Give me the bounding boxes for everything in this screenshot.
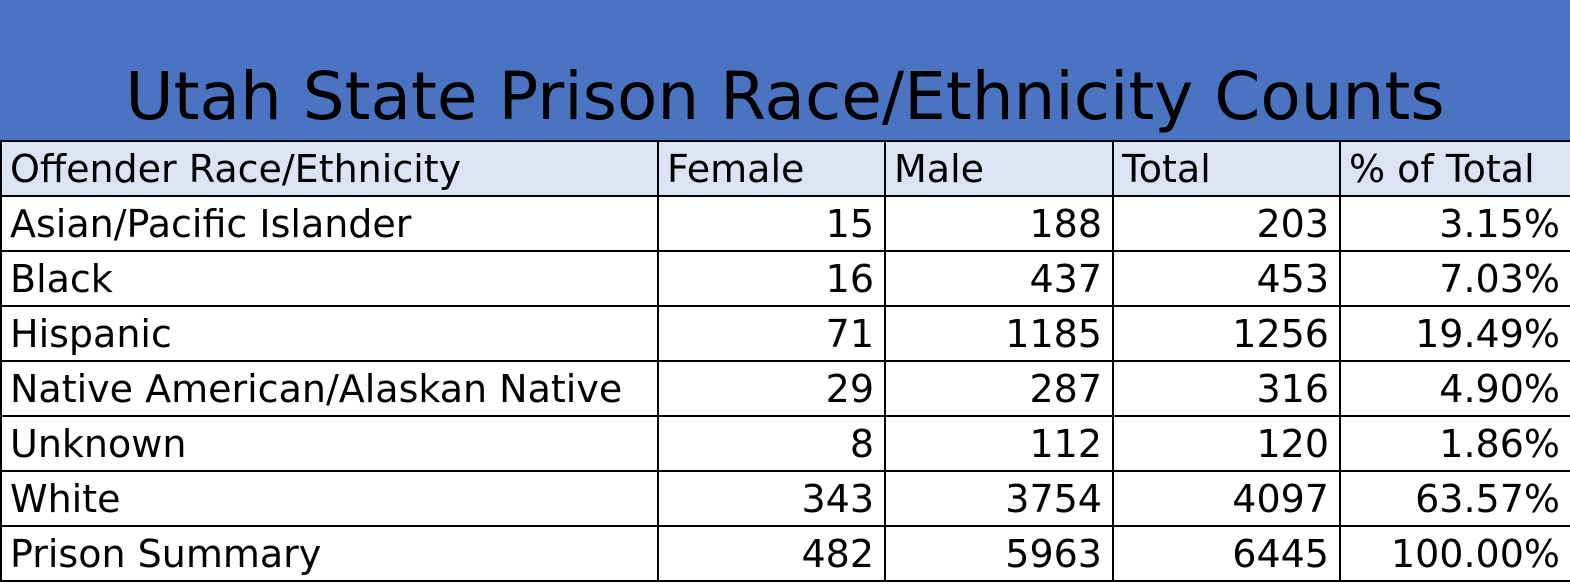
cell-total: 316: [1112, 360, 1341, 417]
cell-male: 437: [884, 250, 1114, 307]
cell-male: 188: [884, 195, 1114, 252]
cell-total: 203: [1112, 195, 1341, 252]
column-header-race: Offender Race/Ethnicity: [0, 140, 659, 197]
column-header-pct: % of Total: [1339, 140, 1570, 197]
summary-row: Prison Summary 482 5963 6445 100.00%: [0, 525, 1570, 582]
cell-female: 15: [657, 195, 886, 252]
cell-pct: 7.03%: [1339, 250, 1570, 307]
table-row: Native American/Alaskan Native 29 287 31…: [0, 360, 1570, 417]
summary-label: Prison Summary: [0, 525, 659, 582]
cell-total: 453: [1112, 250, 1341, 307]
row-label: White: [0, 470, 659, 527]
cell-pct: 1.86%: [1339, 415, 1570, 472]
row-label: Hispanic: [0, 305, 659, 362]
row-label: Native American/Alaskan Native: [0, 360, 659, 417]
cell-male: 287: [884, 360, 1114, 417]
cell-female: 16: [657, 250, 886, 307]
table-row: White 343 3754 4097 63.57%: [0, 470, 1570, 527]
summary-total: 6445: [1112, 525, 1341, 582]
cell-female: 71: [657, 305, 886, 362]
cell-pct: 4.90%: [1339, 360, 1570, 417]
cell-pct: 19.49%: [1339, 305, 1570, 362]
table-row: Black 16 437 453 7.03%: [0, 250, 1570, 307]
column-header-male: Male: [884, 140, 1114, 197]
cell-pct: 63.57%: [1339, 470, 1570, 527]
race-ethnicity-table: Offender Race/Ethnicity Female Male Tota…: [0, 140, 1570, 582]
summary-pct: 100.00%: [1339, 525, 1570, 582]
header-row: Offender Race/Ethnicity Female Male Tota…: [0, 140, 1570, 197]
row-label: Black: [0, 250, 659, 307]
table-row: Unknown 8 112 120 1.86%: [0, 415, 1570, 472]
table-row: Asian/Pacific Islander 15 188 203 3.15%: [0, 195, 1570, 252]
summary-male: 5963: [884, 525, 1114, 582]
cell-total: 120: [1112, 415, 1341, 472]
column-header-total: Total: [1112, 140, 1341, 197]
cell-pct: 3.15%: [1339, 195, 1570, 252]
row-label: Asian/Pacific Islander: [0, 195, 659, 252]
cell-male: 1185: [884, 305, 1114, 362]
column-header-female: Female: [657, 140, 886, 197]
table-row: Hispanic 71 1185 1256 19.49%: [0, 305, 1570, 362]
cell-total: 1256: [1112, 305, 1341, 362]
cell-female: 29: [657, 360, 886, 417]
table-title: Utah State Prison Race/Ethnicity Counts: [125, 58, 1445, 135]
row-label: Unknown: [0, 415, 659, 472]
cell-total: 4097: [1112, 470, 1341, 527]
cell-female: 8: [657, 415, 886, 472]
cell-male: 3754: [884, 470, 1114, 527]
cell-female: 343: [657, 470, 886, 527]
title-band: Utah State Prison Race/Ethnicity Counts: [0, 0, 1570, 140]
summary-female: 482: [657, 525, 886, 582]
cell-male: 112: [884, 415, 1114, 472]
